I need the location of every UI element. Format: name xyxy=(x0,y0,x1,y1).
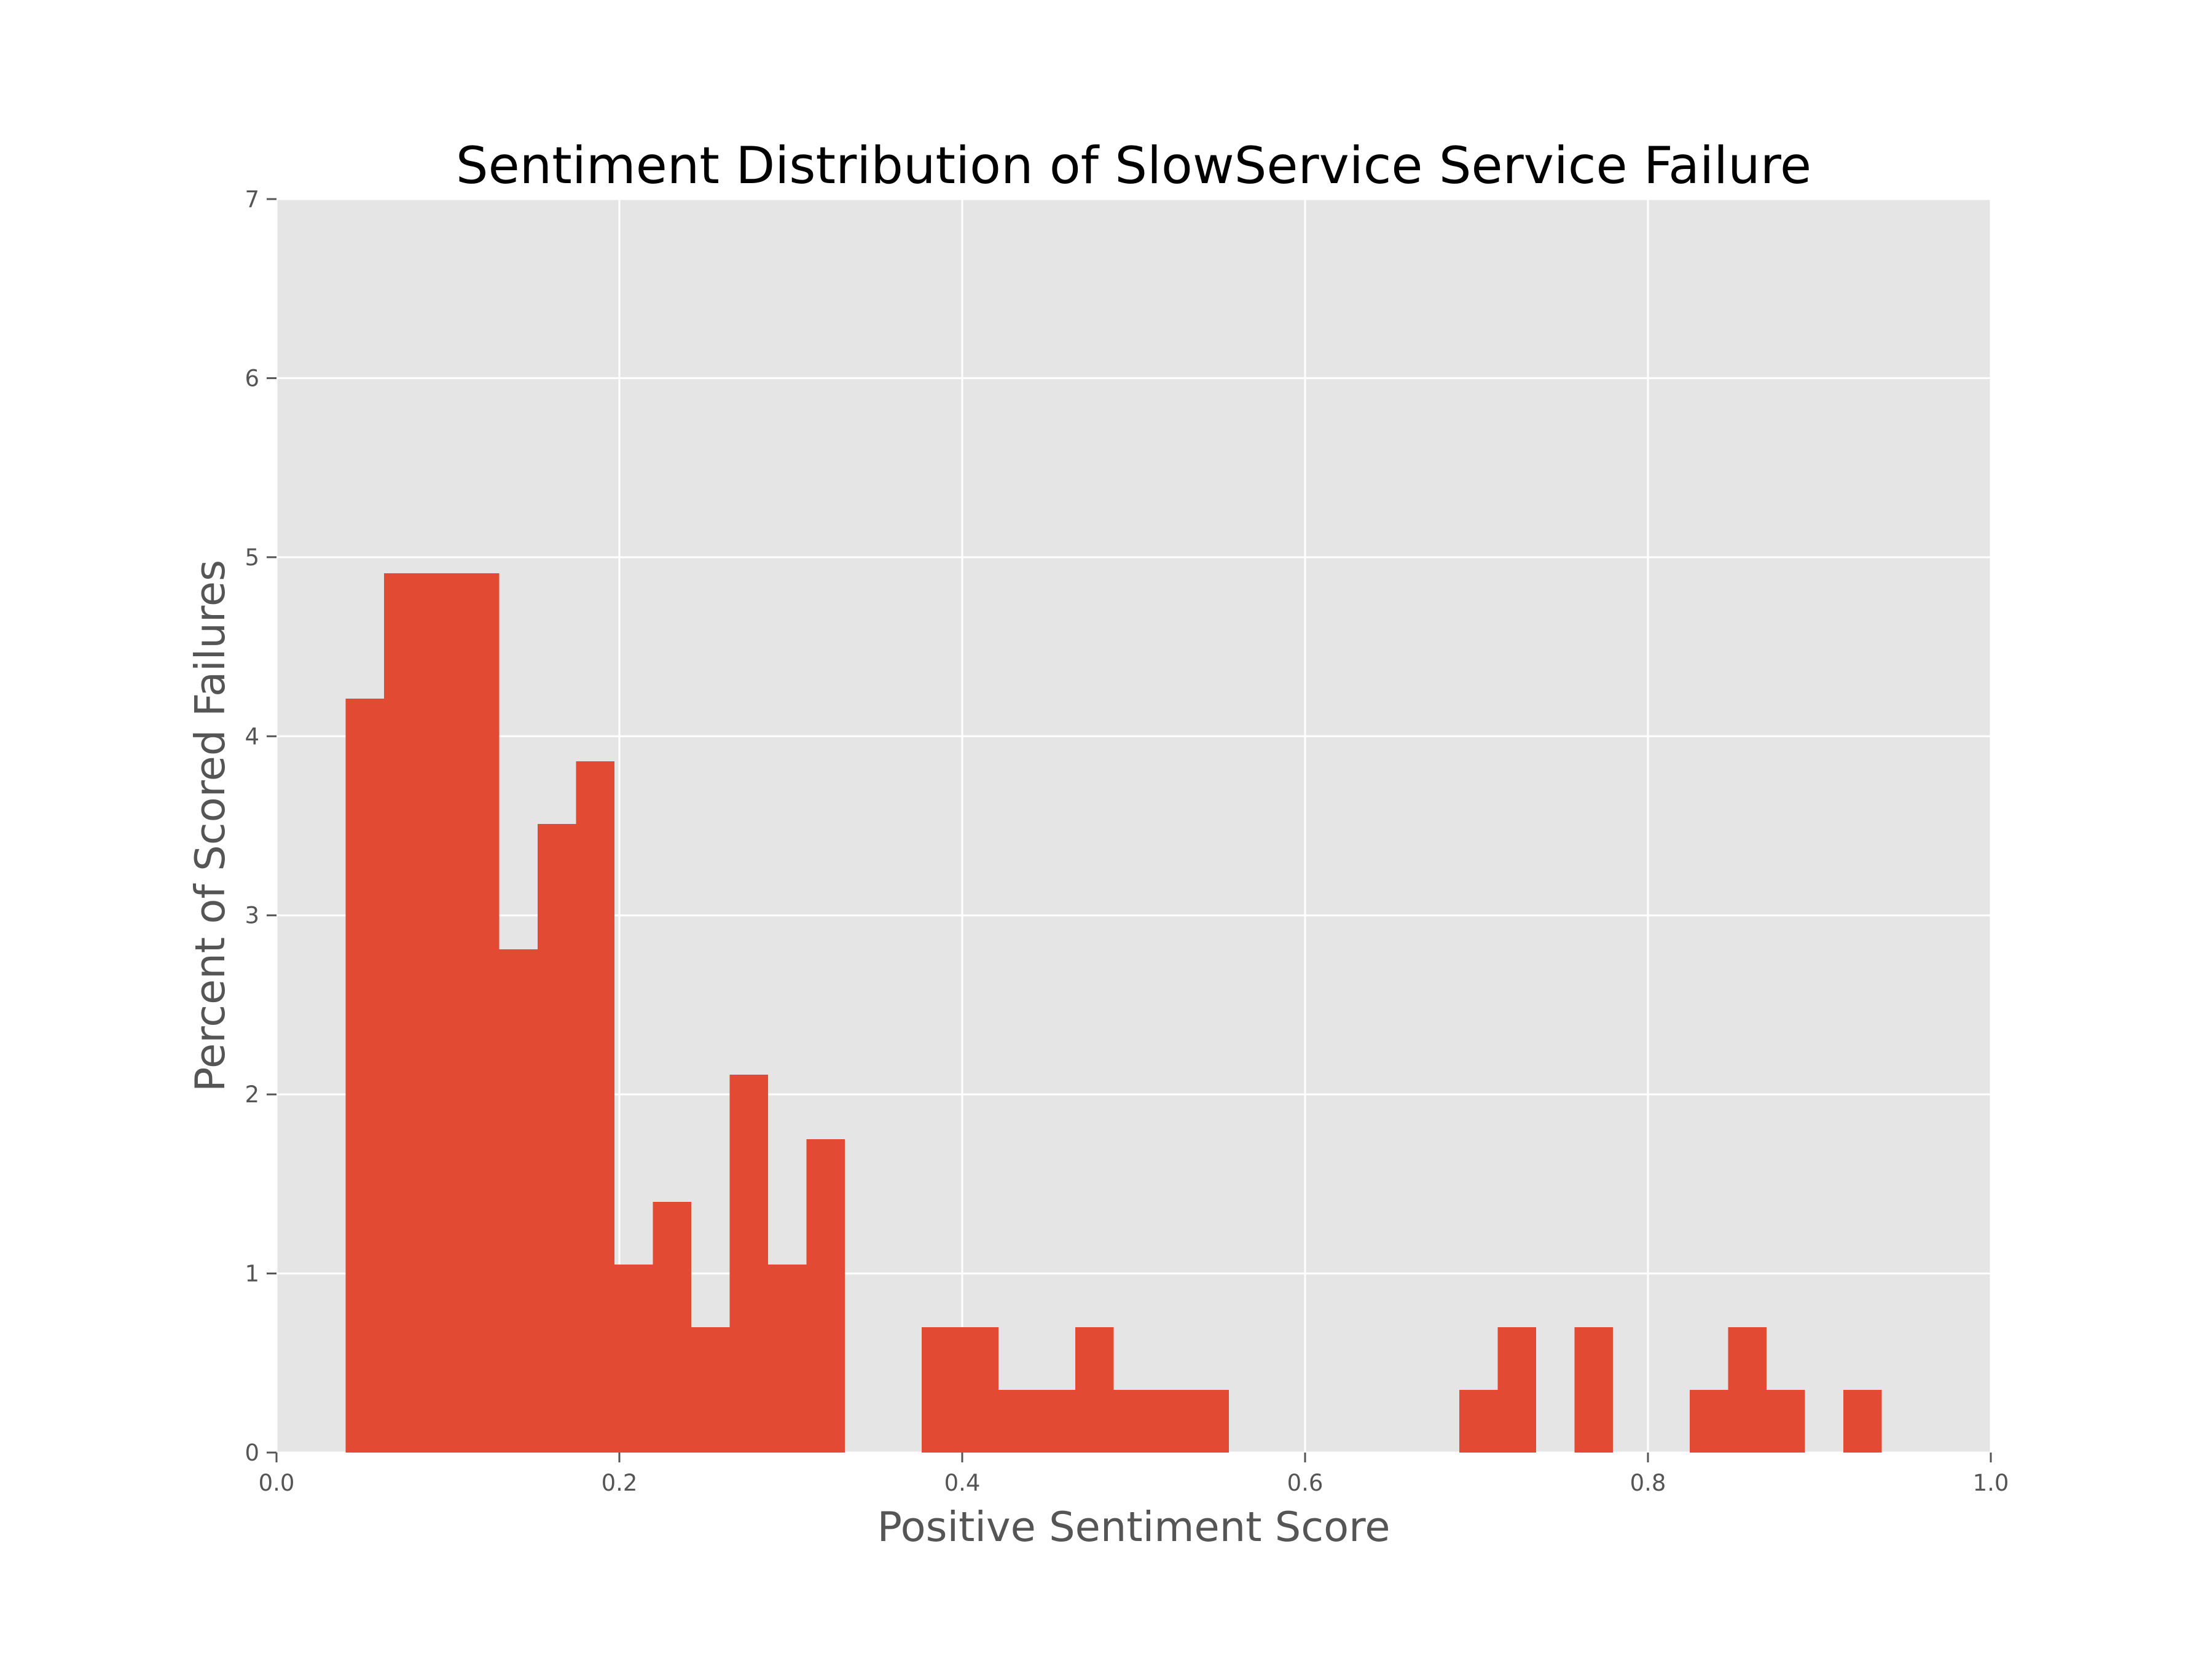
histogram-bar xyxy=(691,1327,730,1453)
x-tick-label: 0.2 xyxy=(602,1470,638,1496)
x-axis-ticks: 0.0 0.2 0.4 0.6 0.8 1.0 xyxy=(259,1453,2009,1496)
y-tick-label: 4 xyxy=(245,723,259,750)
bars xyxy=(345,573,1882,1453)
histogram-bar xyxy=(653,1202,691,1453)
histogram-bar xyxy=(1728,1327,1767,1453)
histogram-bar xyxy=(1766,1390,1805,1453)
y-axis-label: Percent of Scored Failures xyxy=(186,560,234,1092)
y-tick-label: 6 xyxy=(245,365,259,391)
histogram-bar xyxy=(767,1265,807,1453)
histogram-bar xyxy=(614,1265,653,1453)
histogram-bar xyxy=(729,1075,768,1453)
x-tick-label: 0.6 xyxy=(1287,1470,1324,1496)
x-tick-label: 1.0 xyxy=(1973,1470,2009,1496)
histogram-bar xyxy=(422,573,461,1453)
histogram-bar xyxy=(1190,1390,1229,1453)
histogram-bar xyxy=(1497,1327,1536,1453)
y-tick-label: 2 xyxy=(245,1081,259,1108)
histogram-bar xyxy=(1037,1390,1075,1453)
x-tick-label: 0.8 xyxy=(1630,1470,1666,1496)
histogram-bar xyxy=(1113,1390,1152,1453)
histogram-bar xyxy=(1574,1327,1613,1453)
histogram-bar xyxy=(499,949,538,1453)
histogram-bar xyxy=(1843,1390,1882,1453)
histogram-bar xyxy=(921,1327,960,1453)
histogram-bar xyxy=(1075,1327,1114,1453)
y-tick-label: 3 xyxy=(245,903,259,929)
histogram-bar xyxy=(1689,1390,1728,1453)
x-axis-label: Positive Sentiment Score xyxy=(877,1503,1390,1551)
x-tick-label: 0.0 xyxy=(259,1470,295,1496)
y-tick-label: 7 xyxy=(245,186,259,213)
histogram-bar xyxy=(1151,1390,1191,1453)
y-tick-label: 0 xyxy=(245,1440,259,1466)
histogram-bar xyxy=(460,573,500,1453)
histogram-bar xyxy=(1459,1390,1498,1453)
histogram-bar xyxy=(998,1390,1037,1453)
chart-title: Sentiment Distribution of SlowService Se… xyxy=(456,136,1811,195)
histogram-bar xyxy=(576,761,614,1453)
x-tick-label: 0.4 xyxy=(944,1470,981,1496)
histogram-bar xyxy=(383,573,423,1453)
y-axis-ticks: 0 1 2 3 4 5 6 7 xyxy=(245,186,276,1466)
y-tick-label: 5 xyxy=(245,544,259,571)
histogram-bar xyxy=(537,824,576,1453)
histogram-bar xyxy=(345,699,384,1453)
y-tick-label: 1 xyxy=(245,1261,259,1287)
histogram-bar xyxy=(806,1139,845,1453)
histogram-bar xyxy=(960,1327,998,1453)
